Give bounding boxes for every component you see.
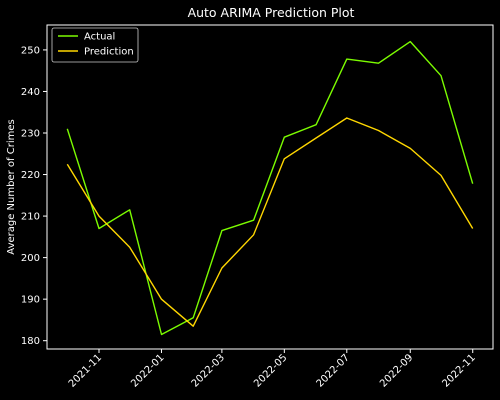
- chart-title: Auto ARIMA Prediction Plot: [188, 5, 355, 20]
- legend: Actual Prediction: [51, 27, 139, 63]
- y-axis-label: Average Number of Crimes: [6, 119, 17, 254]
- y-tick-label: 210: [21, 212, 40, 223]
- x-tick-label: 2022-05: [252, 352, 289, 389]
- x-tick-label: 2022-09: [378, 352, 415, 389]
- y-tick-label: 240: [21, 87, 40, 98]
- x-tick-label: 2022-03: [190, 352, 227, 389]
- series-lines: [66, 40, 474, 336]
- y-tick-label: 190: [21, 295, 40, 306]
- x-tick-label: 2022-11: [441, 352, 478, 389]
- legend-label: Actual: [84, 32, 115, 43]
- y-tick-label: 220: [21, 170, 40, 181]
- x-tick-label: 2022-01: [129, 352, 166, 389]
- x-tick-label: 2021-11: [67, 352, 104, 389]
- y-tick-label: 230: [21, 129, 40, 140]
- y-tick-label: 250: [21, 45, 40, 56]
- plot-frame: [46, 24, 494, 350]
- series-line-actual: [66, 40, 474, 336]
- x-tick-label: 2022-07: [315, 352, 352, 389]
- legend-label: Prediction: [84, 47, 134, 58]
- series-line-prediction: [66, 117, 474, 327]
- y-tick-label: 180: [21, 336, 40, 347]
- y-tick-label: 200: [21, 253, 40, 264]
